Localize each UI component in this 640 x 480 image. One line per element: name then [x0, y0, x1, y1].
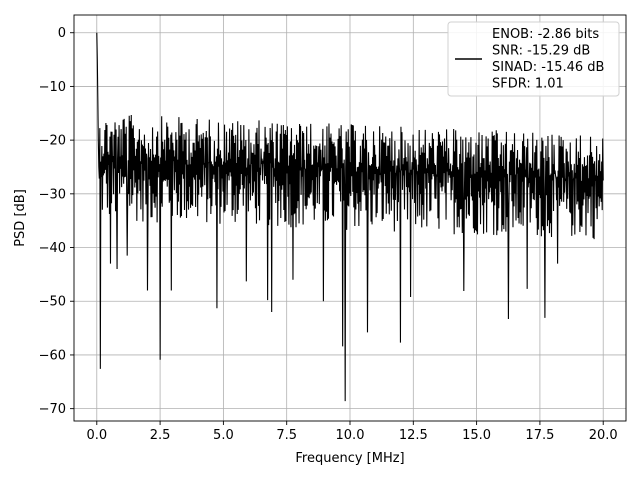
y-tick-label: −60: [39, 348, 66, 363]
y-tick-label: −40: [39, 241, 66, 256]
y-tick-label: −20: [39, 134, 66, 149]
y-tick-label: −70: [39, 402, 66, 417]
x-tick-label: 17.5: [525, 428, 554, 443]
y-axis-label: PSD [dB]: [13, 189, 28, 247]
legend-text-sinad: SINAD: -15.46 dB: [492, 60, 604, 75]
x-tick-label: 20.0: [589, 428, 618, 443]
psd-line: [96, 32, 604, 402]
legend-text-enob: ENOB: -2.86 bits: [492, 27, 599, 42]
x-tick-label: 2.5: [150, 428, 171, 443]
x-tick-label: 15.0: [462, 428, 491, 443]
y-tick-label: 0: [58, 26, 66, 41]
x-tick-label: 0.0: [86, 428, 107, 443]
y-tick-label: −30: [39, 187, 66, 202]
legend-text-snr: SNR: -15.29 dB: [492, 44, 590, 59]
y-tick-label: −10: [39, 80, 66, 95]
legend-box: [447, 21, 620, 97]
psd-series: [96, 32, 604, 402]
x-axis-ticks: 0.0 2.5 5.0 7.5 10.0 12.5 15.0 17.5 20.0: [86, 421, 618, 443]
x-tick-label: 7.5: [276, 428, 297, 443]
legend: ENOB: -2.86 bits SNR: -15.29 dB SINAD: -…: [447, 21, 620, 97]
x-tick-label: 5.0: [213, 428, 234, 443]
y-tick-label: −50: [39, 295, 66, 310]
y-axis-ticks: 0 −10 −20 −30 −40 −50 −60 −70: [39, 26, 74, 417]
x-tick-label: 12.5: [399, 428, 428, 443]
legend-text-sfdr: SFDR: 1.01: [492, 77, 564, 92]
x-axis-label: Frequency [MHz]: [295, 451, 404, 466]
x-tick-label: 10.0: [336, 428, 365, 443]
